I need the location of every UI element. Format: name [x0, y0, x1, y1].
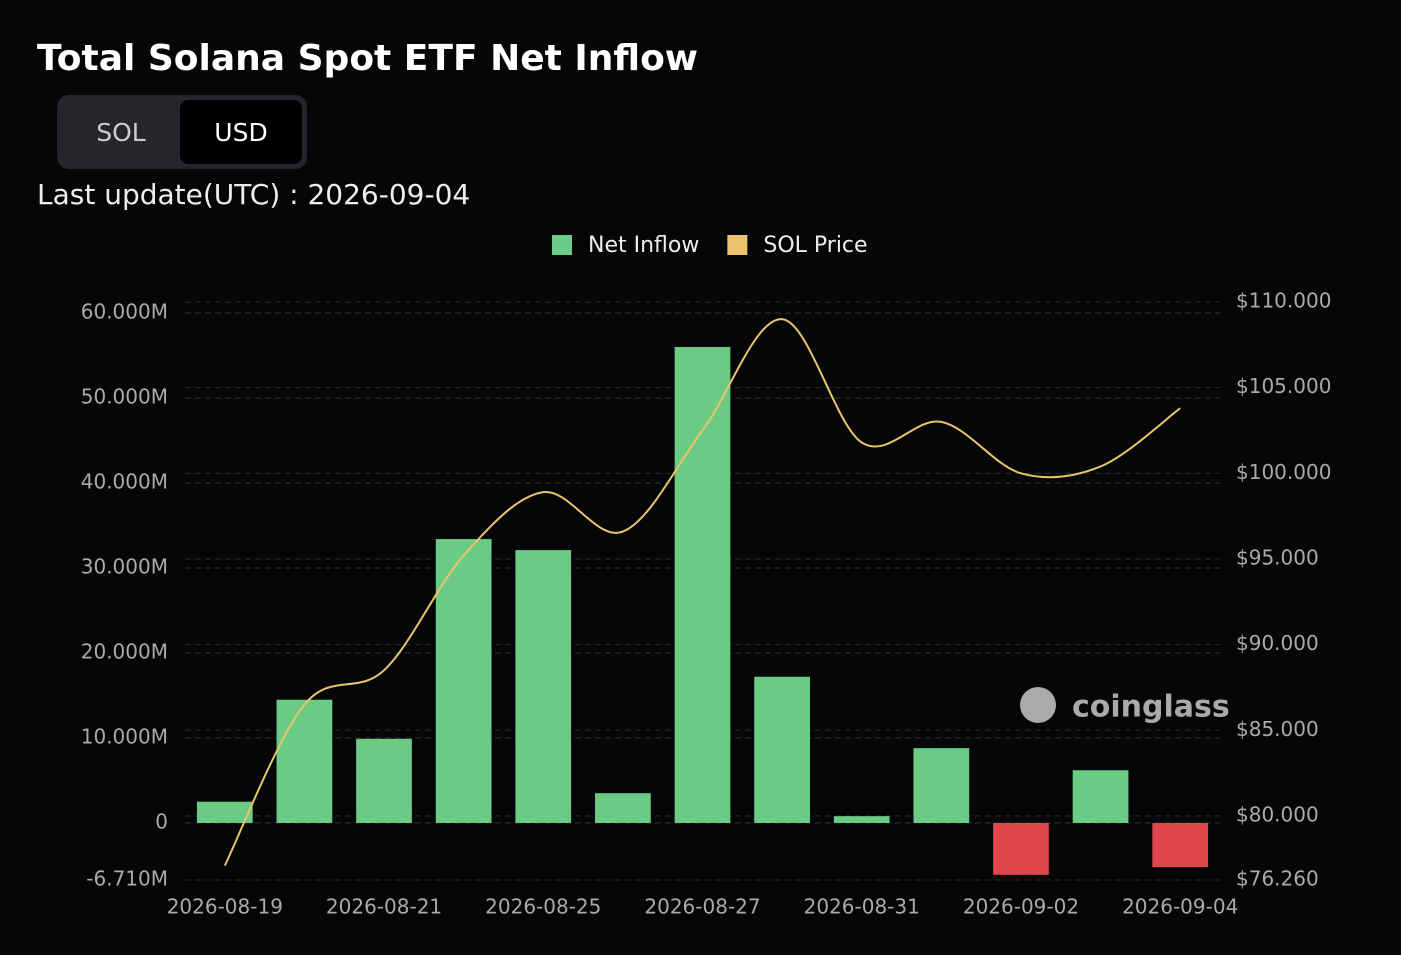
y2-tick-label: $76.260	[1236, 867, 1319, 891]
x-tick-label: 2026-08-31	[804, 895, 920, 919]
bar	[276, 699, 333, 823]
y2-tick-label: $80.000	[1236, 802, 1319, 826]
x-tick-label: 2026-08-19	[167, 895, 283, 919]
toggle-label[interactable]: SOL	[96, 118, 146, 147]
chart-title: Total Solana Spot ETF Net Inflow	[37, 38, 698, 79]
y2-tick-label: $90.000	[1236, 631, 1319, 655]
y2-tick-label: $100.000	[1236, 460, 1331, 484]
watermark-icon	[1020, 687, 1056, 723]
bar	[913, 748, 970, 823]
legend-label: Net Inflow	[588, 233, 699, 258]
legend-label: SOL Price	[763, 233, 867, 258]
bar	[833, 816, 890, 823]
bar	[1152, 822, 1209, 868]
x-tick-label: 2026-08-27	[644, 895, 760, 919]
watermark: coinglass	[1020, 687, 1230, 725]
bar	[1072, 770, 1129, 823]
y-tick-label: 0	[155, 809, 168, 833]
y-tick-label: 50.000M	[81, 384, 168, 408]
x-tick-label: 2026-08-25	[485, 895, 601, 919]
y-tick-label: 40.000M	[81, 469, 168, 493]
y-tick-label: 60.000M	[81, 299, 168, 323]
legend-swatch	[727, 235, 748, 255]
legend-swatch	[552, 235, 572, 255]
y-tick-label: 10.000M	[81, 724, 168, 748]
bar	[993, 822, 1049, 875]
y-tick-label: 30.000M	[81, 554, 168, 578]
y2-tick-label: $105.000	[1236, 374, 1331, 398]
bar	[515, 550, 572, 823]
bar	[754, 676, 810, 823]
y2-tick-label: $85.000	[1236, 717, 1319, 741]
bar	[196, 801, 253, 823]
toggle-sol[interactable]: SOL	[96, 118, 146, 147]
x-tick-label: 2026-08-21	[326, 895, 442, 919]
bar	[595, 793, 651, 823]
x-tick-label: 2026-09-02	[963, 895, 1079, 919]
y2-tick-label: $95.000	[1236, 545, 1319, 569]
bar	[356, 738, 412, 823]
y-tick-label: -6.710M	[86, 867, 168, 891]
last-update: Last update(UTC) : 2026-09-04	[37, 178, 470, 211]
y2-tick-label: $110.000	[1236, 289, 1331, 313]
y-tick-label: 20.000M	[81, 639, 168, 663]
bar	[674, 346, 731, 823]
bar	[435, 539, 492, 823]
x-tick-label: 2026-09-04	[1122, 895, 1238, 919]
toggle-label[interactable]: USD	[214, 118, 267, 147]
toggle-active[interactable]	[180, 100, 302, 164]
price-line	[223, 318, 1181, 867]
watermark-text: coinglass	[1072, 690, 1230, 725]
